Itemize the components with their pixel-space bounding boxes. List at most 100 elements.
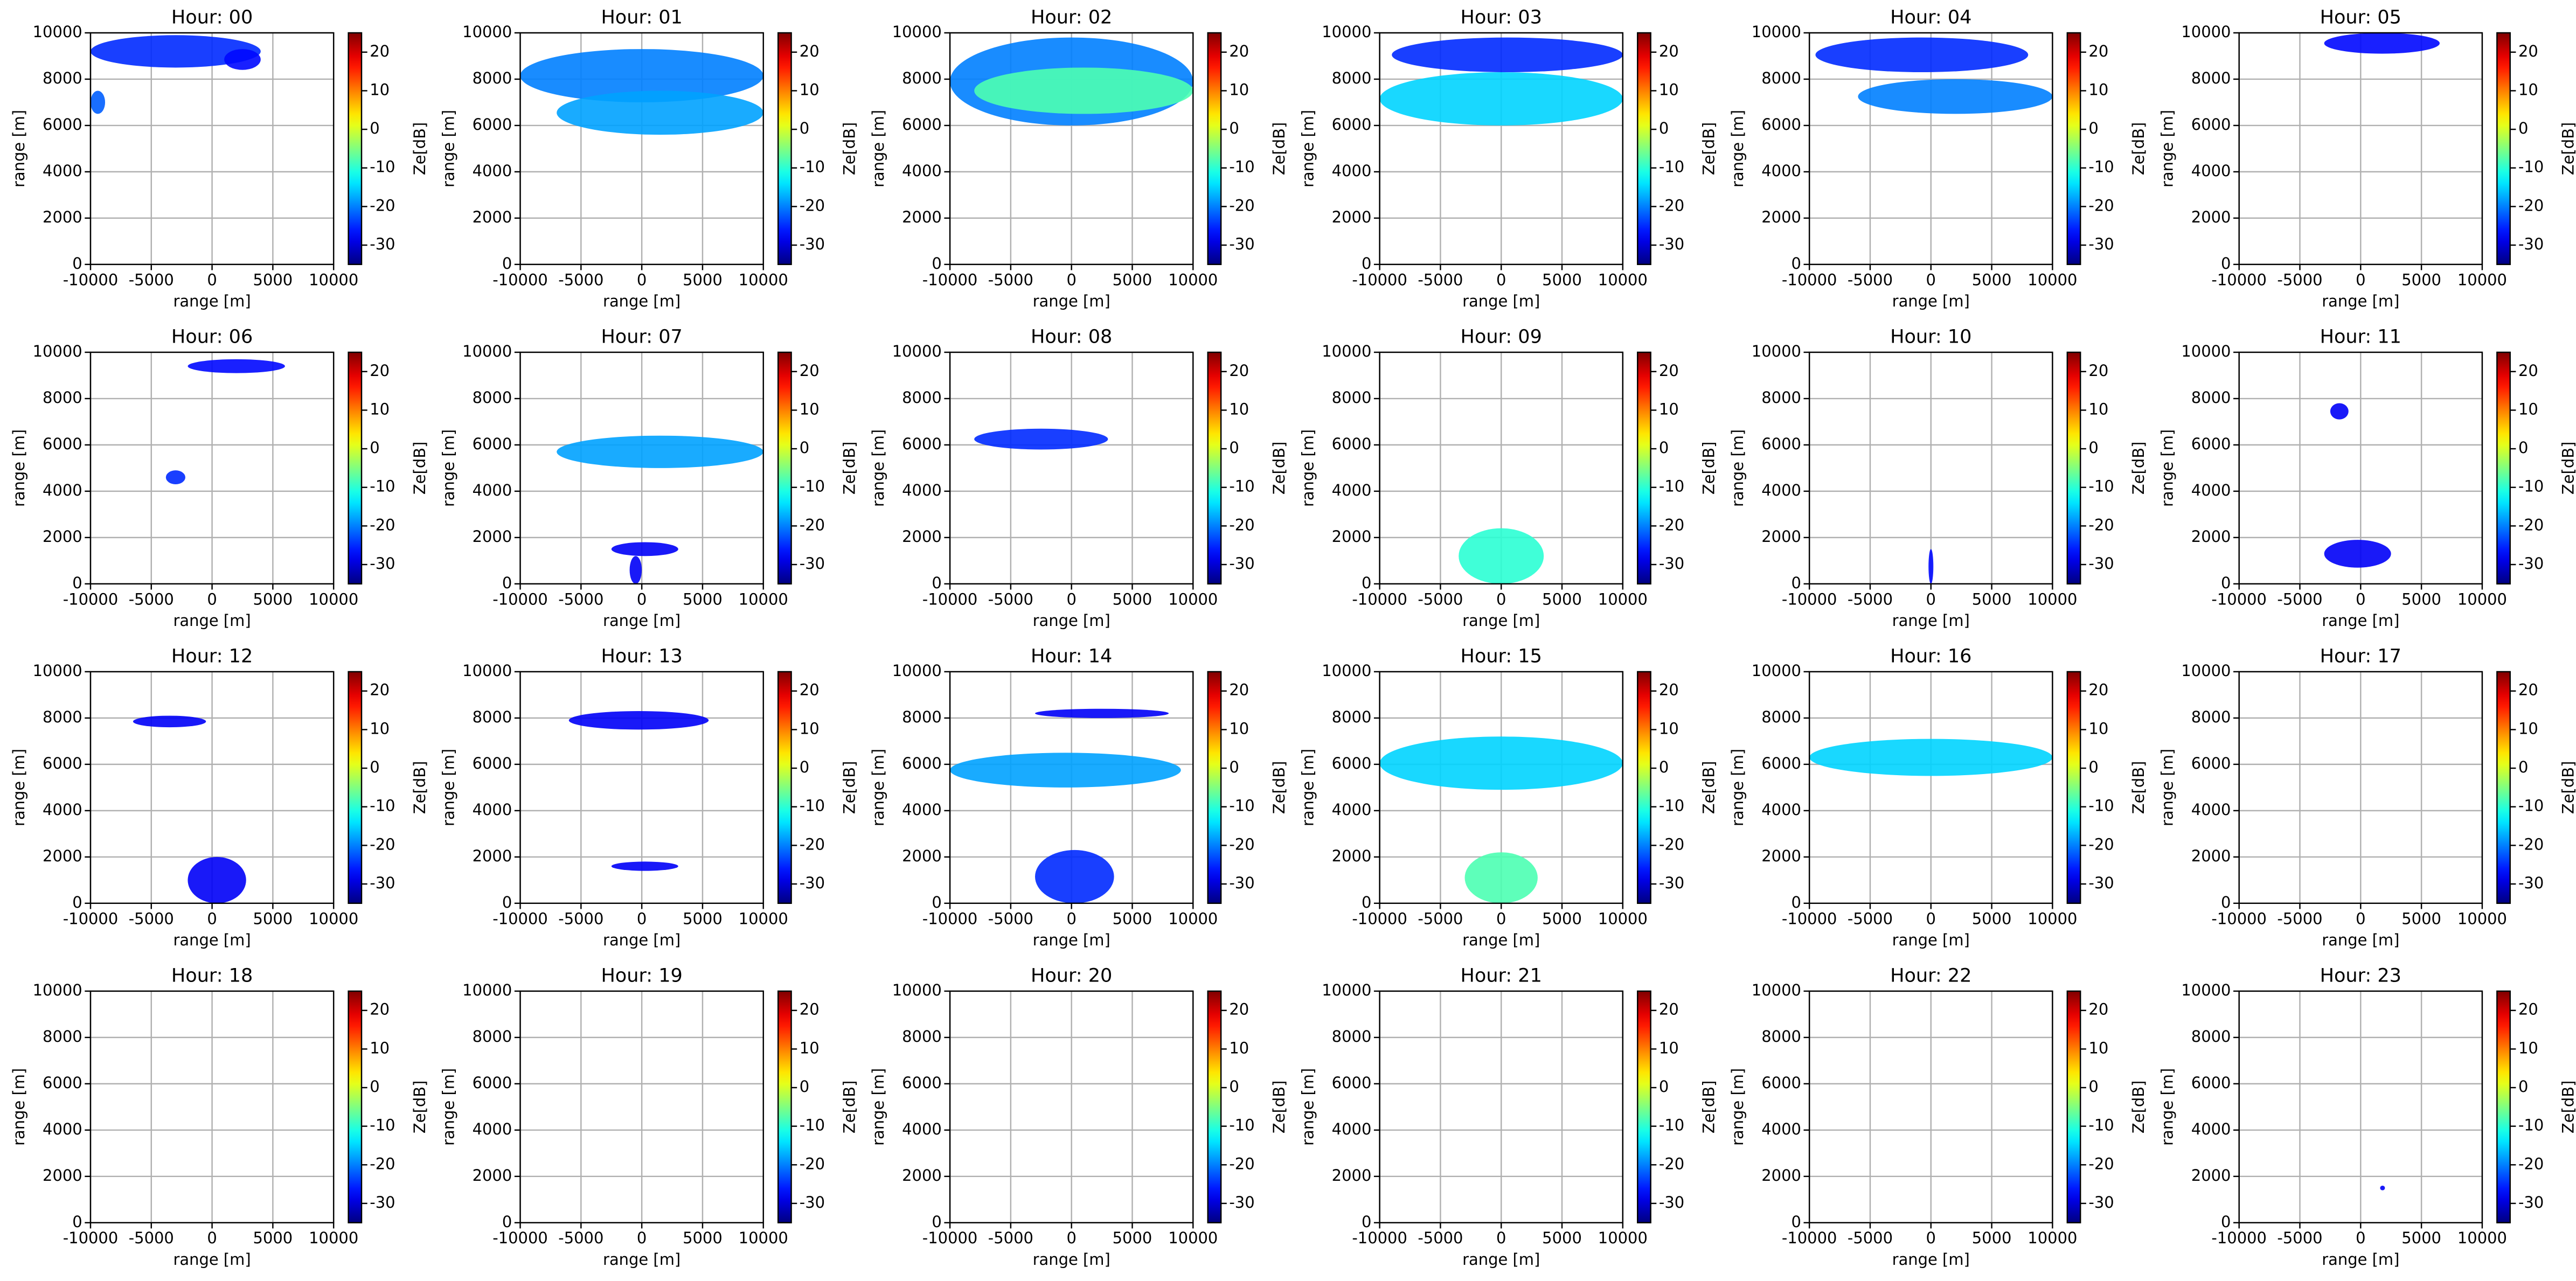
y-tick-label: 8000 bbox=[1761, 388, 1801, 407]
echo-layer bbox=[950, 37, 1193, 126]
subplot-title: Hour: 21 bbox=[1461, 964, 1542, 986]
y-axis-label: range [m] bbox=[1728, 1068, 1747, 1146]
x-tick-label: 0 bbox=[1496, 590, 1506, 608]
colorbar-tick-label: 20 bbox=[1659, 361, 1679, 380]
colorbar-tick-label: 10 bbox=[2518, 80, 2538, 99]
colorbar-tick-label: -20 bbox=[1229, 516, 1254, 534]
y-tick-label: 4000 bbox=[2191, 162, 2231, 180]
colorbar-label: Ze[dB] bbox=[2129, 122, 2148, 175]
axes-frame bbox=[1379, 990, 1624, 1223]
echo-cell bbox=[133, 715, 206, 728]
x-tick-label: -5000 bbox=[1848, 1229, 1893, 1247]
y-tick-label: 0 bbox=[1791, 254, 1801, 273]
x-tick-label: 10000 bbox=[2028, 270, 2077, 289]
y-tick-label: 6000 bbox=[1761, 115, 1801, 134]
colorbar-tick-label: -10 bbox=[800, 1116, 825, 1134]
x-tick-label: -5000 bbox=[129, 1229, 174, 1247]
y-tick-label: 10000 bbox=[1322, 662, 1371, 680]
x-tick-label: 0 bbox=[1926, 270, 1936, 289]
x-tick-label: -5000 bbox=[988, 1229, 1033, 1247]
x-axis-label: range [m] bbox=[603, 292, 681, 310]
axes-frame bbox=[1379, 671, 1624, 904]
x-tick-label: -5000 bbox=[129, 270, 174, 289]
y-axis-label: range [m] bbox=[2158, 429, 2177, 507]
y-axis-label: range [m] bbox=[1299, 110, 1317, 187]
axes-frame bbox=[89, 351, 335, 585]
x-tick-label: 5000 bbox=[1542, 909, 1582, 928]
colorbar-tick-label: -10 bbox=[370, 158, 395, 176]
y-tick-label: 4000 bbox=[1761, 800, 1801, 819]
x-tick-label: 5000 bbox=[683, 590, 723, 608]
echo-cell bbox=[1464, 852, 1538, 903]
colorbar-tick-label: 10 bbox=[800, 80, 820, 99]
colorbar-tick-label: 0 bbox=[370, 438, 379, 457]
colorbar-label: Ze[dB] bbox=[2129, 1081, 2148, 1133]
y-tick-label: 8000 bbox=[2191, 1027, 2231, 1046]
x-tick-label: -10000 bbox=[492, 909, 548, 928]
echo-cell bbox=[224, 49, 261, 70]
x-axis-label: range [m] bbox=[1462, 292, 1540, 310]
colorbar-tick-label: 10 bbox=[2088, 1039, 2108, 1057]
echo-cell bbox=[611, 861, 678, 871]
colorbar-tick-label: 20 bbox=[800, 681, 820, 699]
y-tick-label: 10000 bbox=[1752, 662, 1801, 680]
y-axis-label: range [m] bbox=[1299, 1068, 1317, 1146]
subplot-title: Hour: 12 bbox=[171, 645, 253, 667]
colorbar-tick-label: -10 bbox=[1659, 158, 1684, 176]
colorbar-tick-label: -20 bbox=[2518, 1154, 2544, 1173]
y-tick-label: 0 bbox=[2221, 1213, 2231, 1231]
subplot: Hour: 20 -10000 -5000 0 5000 10000 0 2000 4000 60… bbox=[869, 964, 1288, 1268]
x-tick-label: -5000 bbox=[129, 909, 174, 928]
colorbar-tick-label: -10 bbox=[2088, 158, 2114, 176]
x-tick-label: 10000 bbox=[739, 590, 788, 608]
y-axis-label: range [m] bbox=[10, 1068, 28, 1146]
colorbar-tick-label: 20 bbox=[800, 361, 820, 380]
echo-layer bbox=[1459, 528, 1544, 584]
y-tick-label: 8000 bbox=[473, 388, 512, 407]
echo-layer bbox=[2324, 32, 2440, 54]
colorbar-tick-label: -10 bbox=[2088, 797, 2114, 815]
y-axis-label: range [m] bbox=[10, 429, 28, 507]
colorbar-tick-label: 20 bbox=[800, 42, 820, 60]
x-axis-label: range [m] bbox=[2322, 931, 2399, 949]
colorbar-tick-label: 0 bbox=[2088, 1077, 2098, 1096]
subplot-title: Hour: 22 bbox=[1890, 964, 1971, 986]
colorbar bbox=[1637, 32, 1651, 266]
colorbar-tick-label: 20 bbox=[1229, 681, 1249, 699]
colorbar bbox=[777, 351, 792, 585]
colorbar-tick-label: -20 bbox=[800, 1154, 825, 1173]
x-tick-label: 5000 bbox=[1113, 909, 1152, 928]
colorbar-tick-label: -20 bbox=[2088, 1154, 2114, 1173]
subplot-title: Hour: 08 bbox=[1031, 326, 1112, 348]
x-tick-label: 5000 bbox=[253, 1229, 293, 1247]
x-tick-label: 10000 bbox=[2028, 909, 2077, 928]
x-tick-label: 0 bbox=[1066, 909, 1076, 928]
colorbar-tick-label: -10 bbox=[1659, 797, 1684, 815]
x-tick-label: 0 bbox=[207, 1229, 217, 1247]
y-tick-label: 6000 bbox=[43, 115, 82, 134]
colorbar-tick-label: -30 bbox=[1659, 554, 1684, 573]
colorbar-tick-label: -30 bbox=[2518, 1193, 2544, 1212]
subplot: Hour: 12 -10000 -5000 0 5000 10000 0 2000 4000 60… bbox=[10, 645, 429, 949]
colorbar-tick-label: -30 bbox=[1659, 1193, 1684, 1212]
colorbar-tick-label: 0 bbox=[2088, 758, 2098, 776]
colorbar-tick-label: -30 bbox=[2088, 1193, 2114, 1212]
x-tick-label: -10000 bbox=[922, 270, 978, 289]
axes-frame bbox=[519, 351, 764, 585]
y-tick-label: 4000 bbox=[43, 800, 82, 819]
echo-layer bbox=[165, 359, 285, 484]
y-tick-label: 6000 bbox=[902, 435, 942, 453]
echo-cell bbox=[2324, 540, 2391, 568]
y-tick-label: 2000 bbox=[473, 1166, 512, 1185]
colorbar bbox=[348, 990, 363, 1223]
colorbar bbox=[2496, 990, 2511, 1223]
colorbar-tick-label: -10 bbox=[1229, 1116, 1254, 1134]
colorbar-tick-label: -20 bbox=[1659, 516, 1684, 534]
x-axis-label: range [m] bbox=[1033, 292, 1110, 310]
subplot-title: Hour: 10 bbox=[1890, 326, 1971, 348]
colorbar-label: Ze[dB] bbox=[411, 761, 429, 814]
x-tick-label: 10000 bbox=[739, 270, 788, 289]
colorbar bbox=[2496, 32, 2511, 266]
y-tick-label: 10000 bbox=[1752, 23, 1801, 41]
x-tick-label: -5000 bbox=[558, 909, 603, 928]
